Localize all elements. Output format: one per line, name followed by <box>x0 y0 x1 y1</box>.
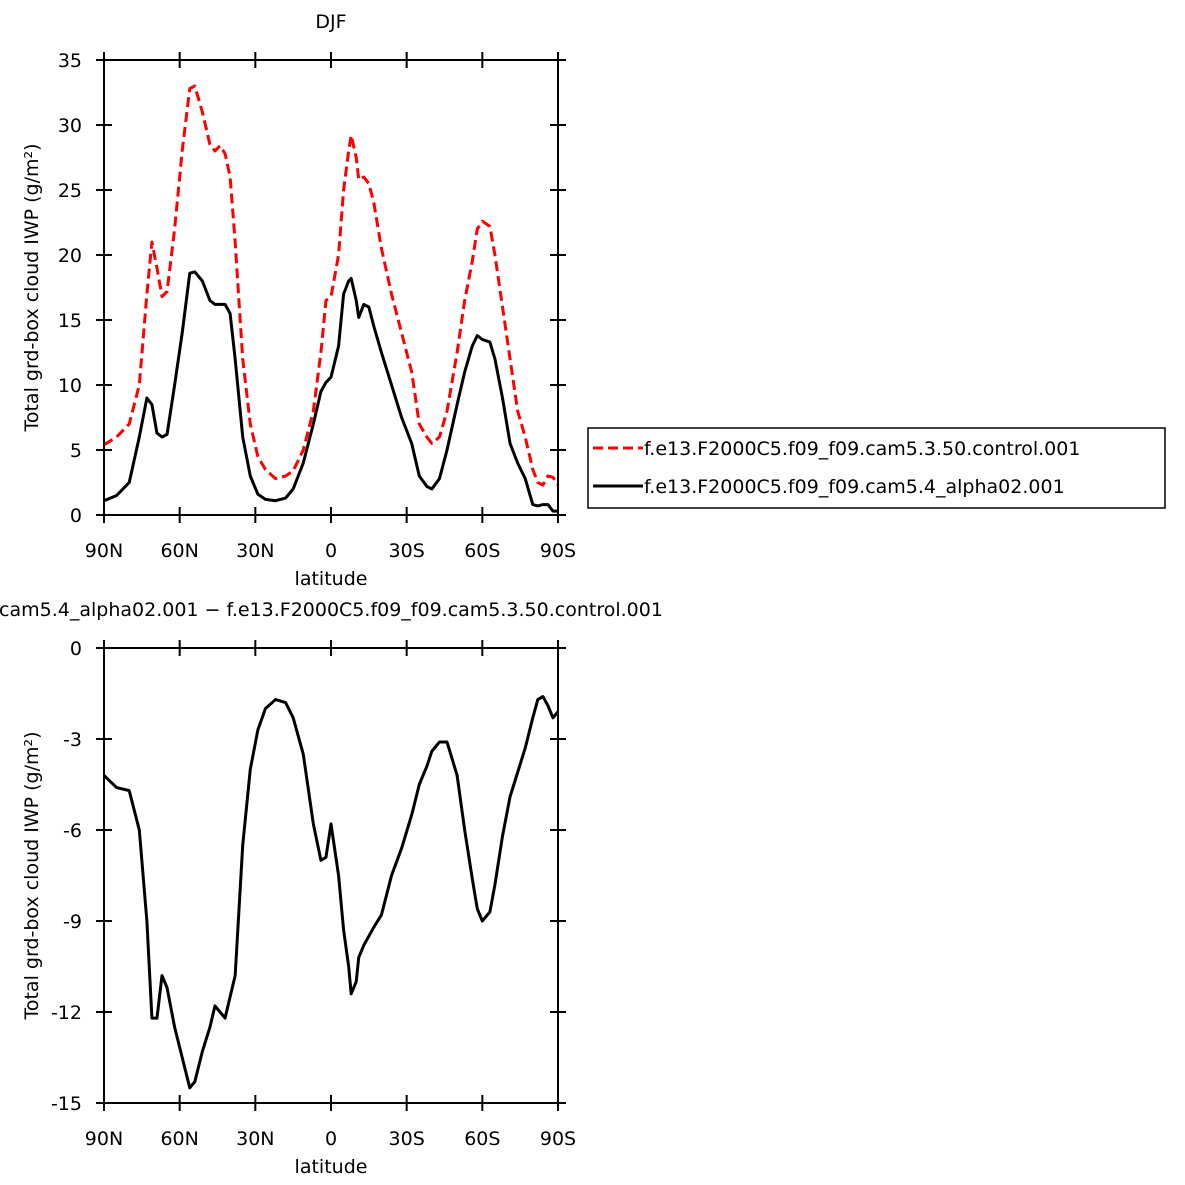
y-tick-label: -3 <box>63 729 82 751</box>
x-tick-label: 30S <box>389 540 425 562</box>
chart-title: DJF <box>315 11 346 33</box>
x-tick-label: 30N <box>236 1128 274 1150</box>
chart-title: cam5.4_alpha02.001 − f.e13.F2000C5.f09_f… <box>0 599 663 621</box>
y-tick-label: -15 <box>51 1093 82 1115</box>
y-tick-label: -9 <box>63 911 82 933</box>
x-tick-label: 60N <box>160 540 198 562</box>
x-tick-label: 90S <box>540 1128 576 1150</box>
x-tick-label: 90N <box>85 1128 123 1150</box>
data-line <box>103 270 558 513</box>
y-tick-label: 10 <box>58 375 82 397</box>
y-tick-label: 30 <box>58 115 82 137</box>
y-axis-label: Total grd-box cloud IWP (g/m²) <box>21 143 43 432</box>
legend-box <box>587 427 1166 509</box>
y-tick-label: 25 <box>58 180 82 202</box>
y-tick-label: -12 <box>51 1002 82 1024</box>
x-axis-label: latitude <box>295 568 368 590</box>
x-axis-label: latitude <box>295 1156 368 1178</box>
x-tick-label: 90S <box>540 540 576 562</box>
x-tick-label: 60N <box>160 1128 198 1150</box>
y-tick-label: 0 <box>70 505 82 527</box>
y-tick-label: 15 <box>58 310 82 332</box>
legend-label: f.e13.F2000C5.f09_f09.cam5.3.50.control.… <box>644 438 1080 460</box>
x-tick-label: 60S <box>464 540 500 562</box>
y-tick-label: -6 <box>63 820 82 842</box>
x-tick-label: 0 <box>325 1128 337 1150</box>
x-tick-label: 0 <box>325 540 337 562</box>
y-tick-label: 5 <box>70 440 82 462</box>
x-tick-label: 30S <box>389 1128 425 1150</box>
data-line <box>102 695 560 1090</box>
y-tick-label: 35 <box>58 50 82 72</box>
y-axis-label: Total grd-box cloud IWP (g/m²) <box>21 731 43 1020</box>
plot-frame <box>103 59 559 516</box>
y-tick-label: 0 <box>70 638 82 660</box>
legend-label: f.e13.F2000C5.f09_f09.cam5.4_alpha02.001 <box>644 476 1065 498</box>
x-tick-label: 60S <box>464 1128 500 1150</box>
data-line <box>103 84 560 487</box>
y-tick-label: 20 <box>58 245 82 267</box>
plot-frame <box>103 647 559 1104</box>
x-tick-label: 90N <box>85 540 123 562</box>
x-tick-label: 30N <box>236 540 274 562</box>
